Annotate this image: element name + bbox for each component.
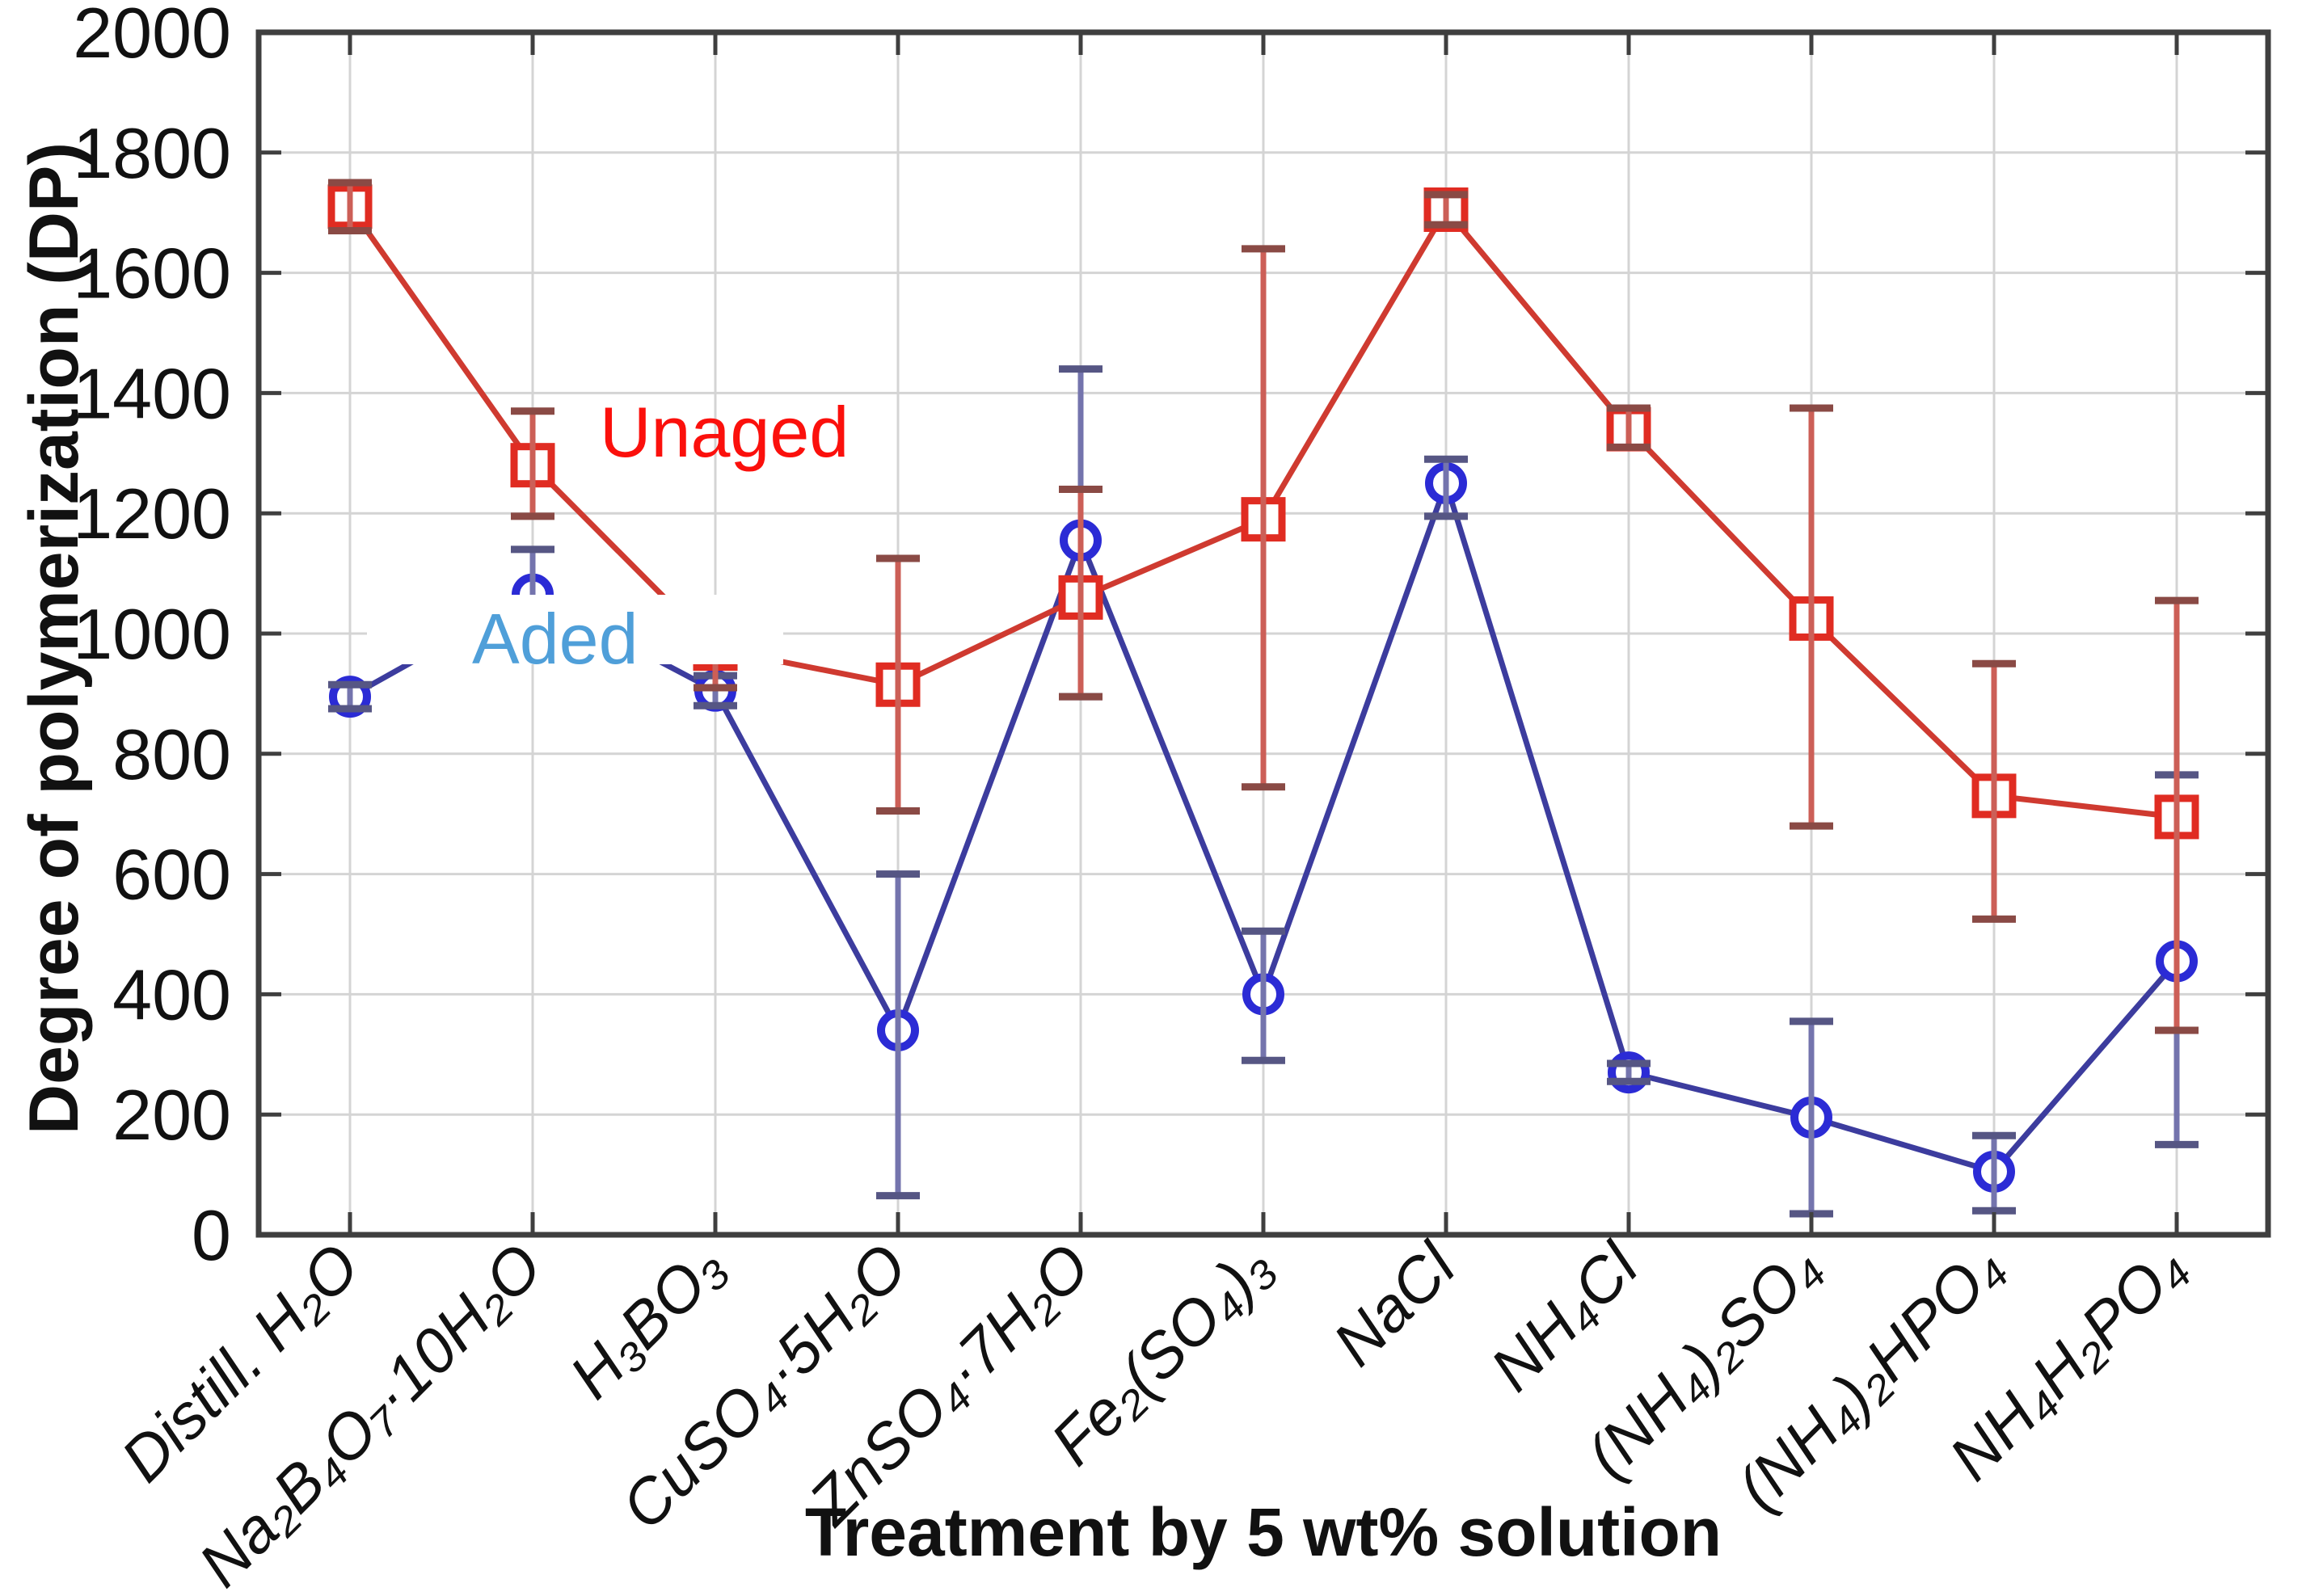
x-category-label: NH₄Cl <box>1477 1228 1653 1404</box>
y-tick-label: 400 <box>112 954 231 1034</box>
y-tick-label: 1200 <box>73 474 231 554</box>
legend-unaged-label: Unaged <box>600 392 850 472</box>
plot-border <box>255 29 2271 1238</box>
x-category-label: Na₂B₄O₇·10H₂O <box>185 1230 555 1596</box>
y-tick-label: 1400 <box>73 353 231 433</box>
y-tick-label: 600 <box>112 835 231 915</box>
y-tick-label: 800 <box>112 714 231 794</box>
x-axis-title: Treatment by 5 wt% solution <box>804 1494 1722 1570</box>
legend-aged-label: Aded <box>472 599 639 679</box>
aged-label-background-patch <box>367 595 783 664</box>
y-tick-label: 1800 <box>73 113 231 193</box>
series-unaged <box>327 179 2199 1034</box>
y-tick-label: 1000 <box>73 594 231 674</box>
x-category-label: NaCl <box>1319 1228 1470 1379</box>
x-category-label: H₃BO₃ <box>556 1230 738 1412</box>
y-tick-label: 1600 <box>73 234 231 314</box>
y-tick-label: 2000 <box>73 0 231 73</box>
y-axis-title: Degree of polymerization (DP) <box>15 141 93 1135</box>
y-tick-label: 200 <box>112 1075 231 1155</box>
y-tick-label: 0 <box>192 1195 231 1275</box>
